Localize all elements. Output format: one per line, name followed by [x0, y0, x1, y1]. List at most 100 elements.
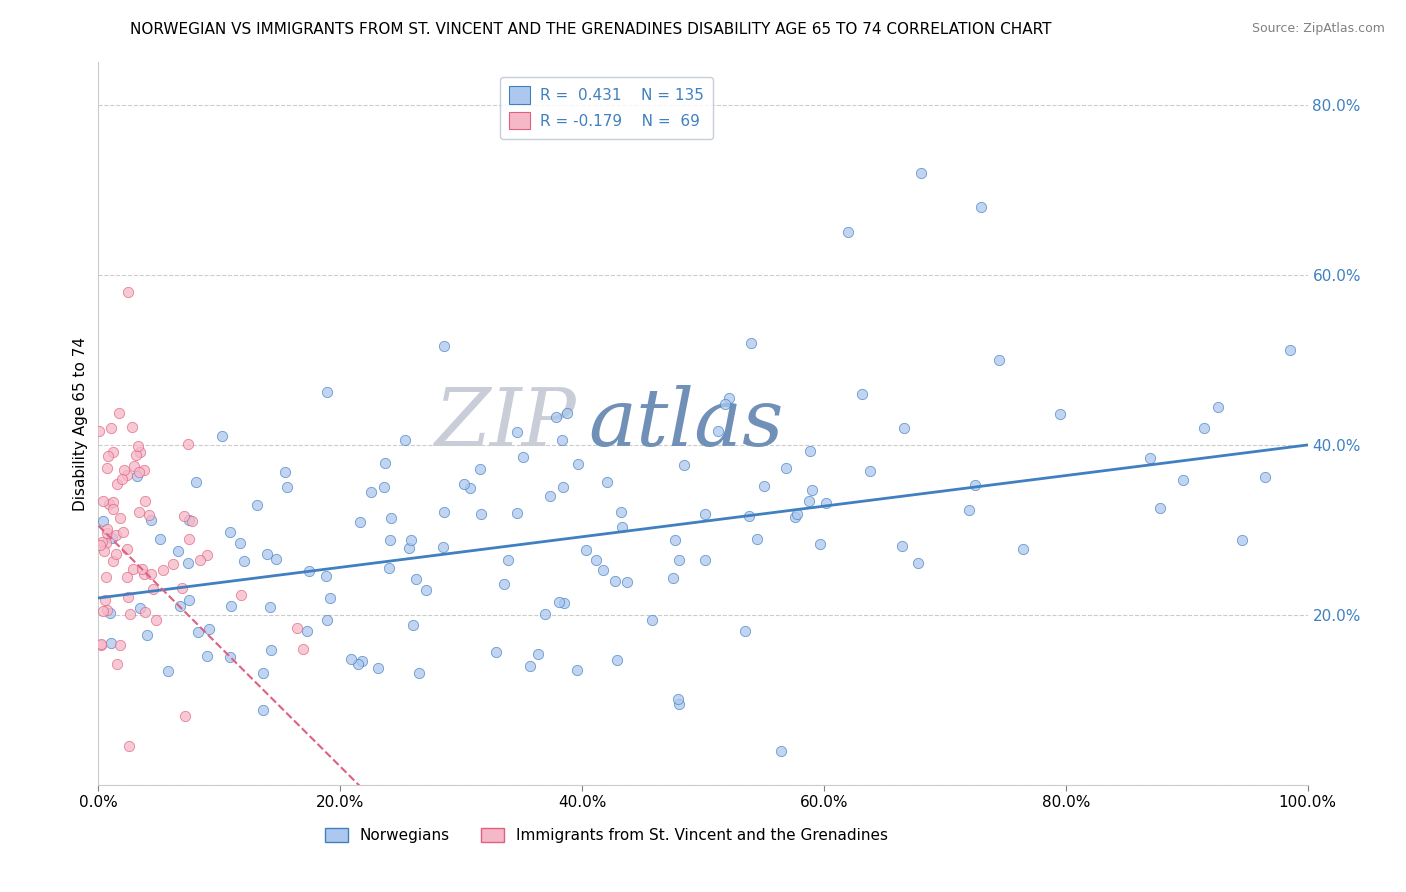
Point — [603, 574, 626, 588]
Point — [380, 511, 402, 525]
Point — [181, 515, 204, 529]
Text: Source: ZipAtlas.com: Source: ZipAtlas.com — [1251, 22, 1385, 36]
Point — [432, 540, 454, 554]
Text: atlas: atlas — [588, 385, 783, 462]
Point — [221, 599, 243, 613]
Point — [96, 526, 118, 541]
Point — [970, 200, 993, 214]
Point — [91, 514, 114, 528]
Point — [963, 478, 986, 492]
Point — [259, 599, 281, 614]
Point — [101, 495, 124, 509]
Point — [117, 541, 139, 556]
Point — [814, 496, 837, 510]
Point — [149, 532, 172, 546]
Point — [101, 554, 124, 568]
Point — [316, 613, 339, 627]
Point — [198, 622, 221, 636]
Point — [91, 494, 114, 508]
Point — [1206, 400, 1229, 414]
Point — [567, 457, 589, 471]
Point — [616, 575, 638, 590]
Point — [134, 605, 156, 619]
Point — [612, 520, 634, 534]
Point — [96, 603, 118, 617]
Point — [734, 624, 756, 638]
Point — [108, 406, 131, 420]
Point — [256, 547, 278, 561]
Point — [494, 577, 516, 591]
Point — [117, 467, 139, 482]
Point — [408, 666, 430, 681]
Point — [349, 515, 371, 529]
Point — [398, 541, 420, 556]
Point — [90, 535, 112, 549]
Point — [575, 542, 598, 557]
Point — [93, 544, 115, 558]
Point — [394, 434, 416, 448]
Point — [859, 464, 882, 478]
Point — [115, 570, 138, 584]
Point — [110, 638, 132, 652]
Point — [105, 528, 128, 542]
Point — [460, 481, 482, 495]
Point — [134, 463, 156, 477]
Point — [585, 552, 607, 566]
Point — [374, 456, 396, 470]
Point — [134, 494, 156, 508]
Point — [786, 508, 808, 522]
Point — [117, 739, 139, 753]
Point — [808, 537, 831, 551]
Point — [1139, 450, 1161, 465]
Point — [544, 409, 567, 424]
Point — [745, 533, 768, 547]
Point — [1230, 533, 1253, 548]
Point — [707, 424, 730, 438]
Point — [672, 458, 695, 473]
Point — [988, 352, 1011, 367]
Point — [319, 591, 342, 605]
Point — [174, 708, 197, 723]
Point — [662, 571, 685, 585]
Point — [415, 582, 437, 597]
Point — [128, 465, 150, 479]
Point — [548, 595, 571, 609]
Point — [837, 226, 859, 240]
Point — [592, 563, 614, 577]
Point — [1012, 542, 1035, 557]
Point — [184, 475, 207, 489]
Point — [360, 485, 382, 500]
Point — [1278, 343, 1301, 357]
Point — [229, 536, 252, 550]
Point — [141, 567, 163, 582]
Point — [211, 429, 233, 443]
Point — [595, 475, 617, 490]
Point — [347, 657, 370, 672]
Point — [606, 653, 628, 667]
Point — [641, 613, 664, 627]
Point — [100, 420, 122, 434]
Point — [717, 391, 740, 405]
Point — [125, 448, 148, 462]
Point — [957, 503, 980, 517]
Point — [295, 624, 318, 638]
Point — [350, 655, 373, 669]
Point — [176, 437, 198, 451]
Point — [127, 439, 149, 453]
Point — [291, 641, 314, 656]
Point — [752, 479, 775, 493]
Point — [668, 697, 690, 711]
Point — [218, 649, 240, 664]
Point — [111, 472, 134, 486]
Point — [134, 567, 156, 582]
Point — [117, 285, 139, 299]
Point — [101, 531, 124, 545]
Point — [399, 533, 422, 548]
Point — [693, 507, 716, 521]
Point — [738, 509, 761, 524]
Point — [340, 652, 363, 666]
Point — [770, 744, 793, 758]
Point — [666, 691, 689, 706]
Point — [298, 564, 321, 578]
Point — [162, 557, 184, 571]
